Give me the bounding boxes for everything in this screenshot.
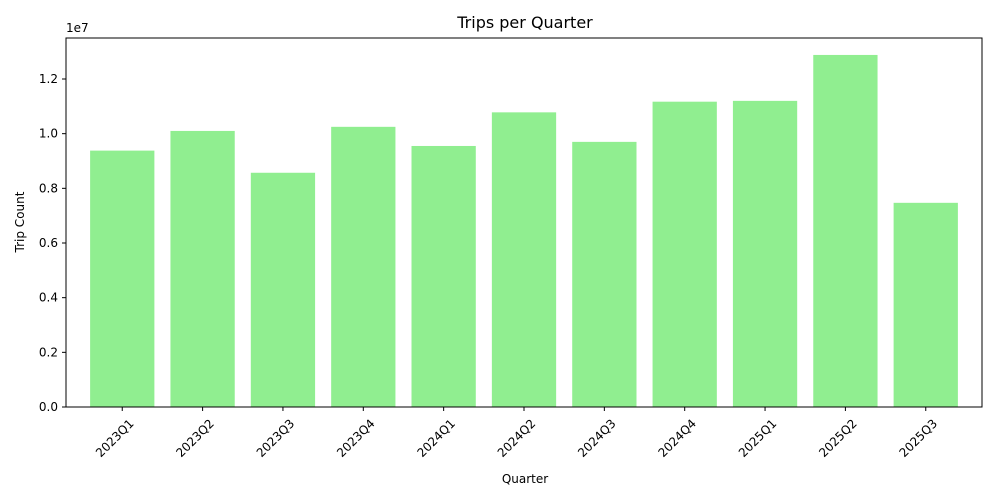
bar-2023Q1 xyxy=(90,150,155,407)
x-tick-label: 2024Q2 xyxy=(495,416,539,460)
x-axis-label: Quarter xyxy=(502,472,548,486)
bar-2024Q2 xyxy=(491,112,557,407)
y-tick-label: 1.2 xyxy=(39,72,58,86)
x-tick-label: 2023Q4 xyxy=(334,416,378,460)
y-axis-label: Trip Count xyxy=(13,191,27,253)
x-tick-label: 2025Q3 xyxy=(897,416,941,460)
axes-frame xyxy=(65,37,983,408)
bar-2024Q4 xyxy=(652,101,717,407)
plot-area: 0.0 0.2 0.4 0.6 0.8 1.0 1.2 2023Q1 2023Q2 2023Q3 2… xyxy=(39,37,983,460)
bar-2024Q1 xyxy=(411,145,476,407)
x-tick-label: 2023Q1 xyxy=(93,416,137,460)
bar-2025Q2 xyxy=(813,54,878,408)
bar-2023Q3 xyxy=(250,172,316,407)
x-tick-label: 2024Q4 xyxy=(655,416,699,460)
y-tick-label: 0.2 xyxy=(39,345,58,359)
bar-2023Q4 xyxy=(331,126,396,407)
x-tick-label: 2023Q2 xyxy=(173,416,217,460)
x-tick-label: 2025Q2 xyxy=(816,416,860,460)
chart-title: Trips per Quarter xyxy=(456,13,593,32)
x-tick-label: 2023Q3 xyxy=(254,416,298,460)
bar-2025Q1 xyxy=(732,100,798,407)
bar-2023Q2 xyxy=(170,130,235,407)
y-axis-offset-label: 1e7 xyxy=(66,21,89,35)
x-tick-label: 2025Q1 xyxy=(736,416,780,460)
bar-2025Q3 xyxy=(893,202,958,407)
bar-2024Q3 xyxy=(572,141,637,407)
y-tick-label: 0.6 xyxy=(39,236,58,250)
x-tick-label: 2024Q3 xyxy=(575,416,619,460)
y-tick-label: 0.0 xyxy=(39,400,58,414)
x-tick-label: 2024Q1 xyxy=(414,416,458,460)
y-tick-label: 0.4 xyxy=(39,291,58,305)
y-tick-label: 1.0 xyxy=(39,127,58,141)
y-tick-label: 0.8 xyxy=(39,181,58,195)
